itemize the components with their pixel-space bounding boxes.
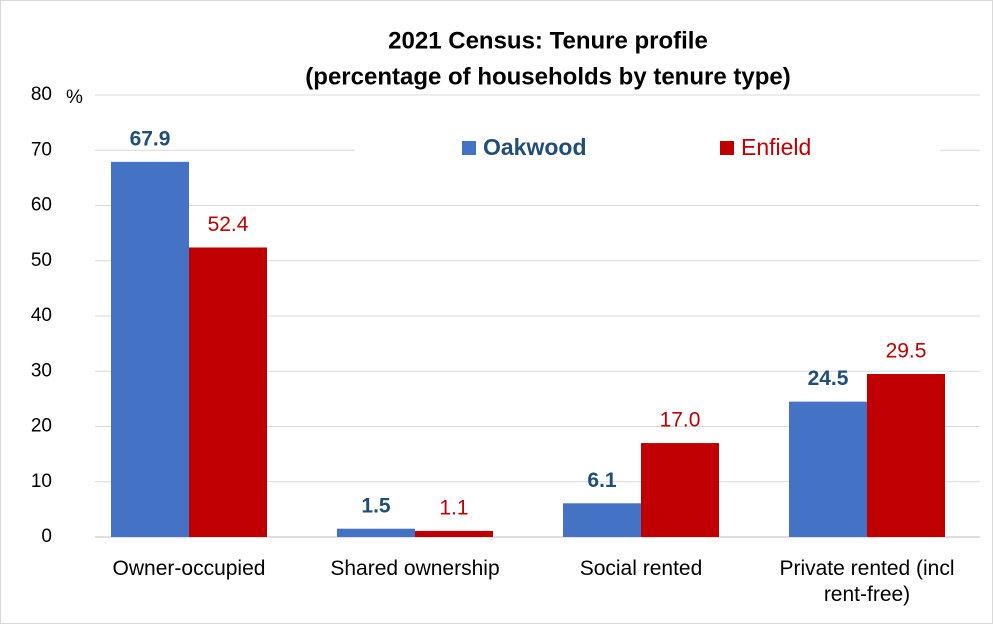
legend-swatch [462,141,476,155]
chart-title: 2021 Census: Tenure profile [388,27,708,54]
x-tick-label: Social rented [579,557,703,580]
data-label: 29.5 [886,340,927,363]
x-tick-label: Owner-occupied [112,557,266,580]
y-tick-label: 50 [31,250,52,271]
bar [111,161,189,538]
data-label: 1.1 [439,496,468,519]
bar [563,503,641,537]
chart-subtitle: (percentage of households by tenure type… [305,63,790,90]
x-tick-label: Private rented (incl rent-free) [779,557,955,606]
data-label: 17.0 [660,409,701,432]
data-label: 1.5 [361,494,391,517]
bar [789,401,867,537]
y-tick-label: 80 [31,84,52,105]
data-label: 67.9 [130,127,171,150]
legend-swatch [720,141,734,155]
legend-label: Oakwood [483,134,587,160]
x-tick-label: Shared ownership [330,557,500,580]
y-tick-label: 0 [41,526,52,547]
y-tick-label: 70 [31,139,52,160]
legend-label: Enfield [741,134,811,160]
y-tick-label: 60 [31,195,52,216]
bar [641,443,719,537]
data-label: 52.4 [208,213,249,236]
y-axis-label: % [66,87,83,108]
y-tick-label: 30 [31,360,52,381]
y-tick-label: 40 [31,305,52,326]
data-label: 24.5 [808,367,849,390]
bar [415,530,493,537]
y-tick-label: 20 [31,416,52,437]
y-tick-label: 10 [31,471,52,492]
legend-background [355,125,940,173]
bar [867,374,945,537]
data-label: 6.1 [587,469,617,492]
bar [189,247,267,538]
bar [337,528,415,537]
